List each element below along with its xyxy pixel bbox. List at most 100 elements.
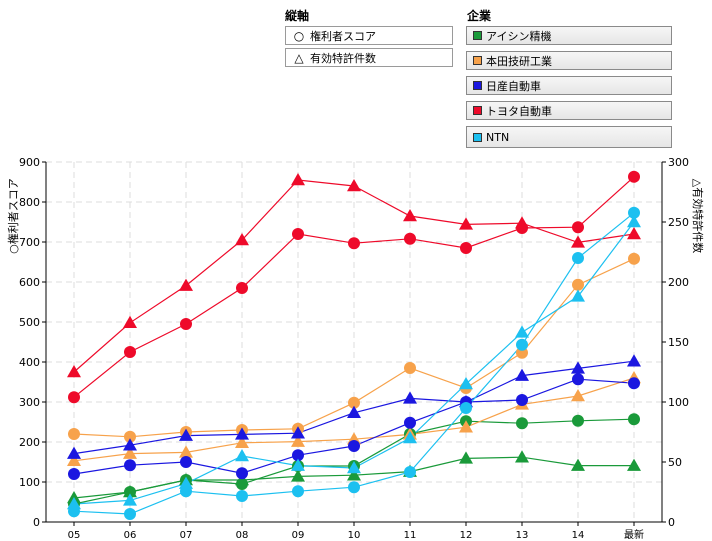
- company-label: アイシン精機: [486, 28, 551, 44]
- data-point-circle: [460, 242, 472, 254]
- left-tick-label: 700: [19, 236, 40, 249]
- data-point-circle: [292, 485, 304, 497]
- data-point-triangle: [571, 389, 585, 401]
- data-point-circle: [460, 402, 472, 414]
- right-tick-label: 300: [668, 156, 689, 169]
- data-point-circle: [572, 415, 584, 427]
- data-point-triangle: [67, 365, 81, 377]
- data-point-circle: [516, 339, 528, 351]
- x-tick-label: 07: [180, 530, 193, 541]
- data-point-circle: [572, 373, 584, 385]
- left-tick-label: 100: [19, 476, 40, 489]
- color-swatch-icon: [473, 133, 482, 142]
- company-label: NTN: [486, 131, 509, 144]
- data-point-triangle: [515, 450, 529, 462]
- right-tick-label: 250: [668, 216, 689, 229]
- data-point-circle: [404, 466, 416, 478]
- data-point-circle: [68, 428, 80, 440]
- data-point-triangle: [403, 209, 417, 221]
- left-tick-label: 800: [19, 196, 40, 209]
- data-point-circle: [236, 467, 248, 479]
- data-point-circle: [628, 171, 640, 183]
- data-point-circle: [516, 417, 528, 429]
- data-point-triangle: [291, 469, 305, 481]
- x-tick-label: 最新: [624, 528, 644, 541]
- axis-option-score[interactable]: ○ 権利者スコア: [285, 26, 453, 45]
- x-tick-label: 13: [516, 530, 529, 541]
- circle-icon: ○: [292, 29, 306, 43]
- data-point-triangle: [403, 391, 417, 403]
- data-point-circle: [572, 252, 584, 264]
- data-point-circle: [124, 346, 136, 358]
- left-tick-label: 900: [19, 156, 40, 169]
- data-point-triangle: [459, 451, 473, 463]
- right-tick-label: 50: [668, 456, 682, 469]
- left-tick-label: 500: [19, 316, 40, 329]
- data-point-circle: [572, 279, 584, 291]
- data-point-circle: [348, 481, 360, 493]
- data-point-circle: [628, 413, 640, 425]
- axis-option-label: 有効特許件数: [310, 50, 376, 66]
- company-label: 日産自動車: [486, 78, 541, 94]
- data-point-triangle: [235, 449, 249, 461]
- data-point-triangle: [291, 173, 305, 185]
- x-tick-label: 10: [348, 530, 361, 541]
- data-point-circle: [404, 362, 416, 374]
- data-point-circle: [404, 233, 416, 245]
- data-point-circle: [68, 391, 80, 403]
- company-button-aisin[interactable]: アイシン精機: [466, 26, 672, 45]
- color-swatch-icon: [473, 81, 482, 90]
- x-tick-label: 11: [404, 530, 417, 541]
- x-tick-label: 08: [236, 530, 249, 541]
- right-tick-label: 100: [668, 396, 689, 409]
- triangle-icon: △: [292, 51, 306, 65]
- data-point-triangle: [627, 354, 641, 366]
- data-point-circle: [348, 440, 360, 452]
- data-point-triangle: [179, 279, 193, 291]
- color-swatch-icon: [473, 106, 482, 115]
- data-point-circle: [68, 468, 80, 480]
- x-tick-label: 06: [124, 530, 137, 541]
- data-point-circle: [236, 490, 248, 502]
- color-swatch-icon: [473, 31, 482, 40]
- company-label: 本田技研工業: [486, 53, 552, 69]
- data-point-triangle: [123, 316, 137, 328]
- data-point-circle: [404, 417, 416, 429]
- x-tick-label: 12: [460, 530, 473, 541]
- right-tick-label: 200: [668, 276, 689, 289]
- axis-option-label: 権利者スコア: [310, 28, 376, 44]
- data-point-circle: [180, 456, 192, 468]
- left-axis-label: ○権利者スコア: [5, 166, 21, 266]
- data-point-circle: [348, 237, 360, 249]
- data-point-circle: [628, 377, 640, 389]
- left-tick-label: 400: [19, 356, 40, 369]
- company-button-toyota[interactable]: トヨタ自動車: [466, 101, 672, 120]
- data-point-triangle: [515, 216, 529, 228]
- axis-option-patents[interactable]: △ 有効特許件数: [285, 48, 453, 67]
- right-tick-label: 150: [668, 336, 689, 349]
- data-point-circle: [180, 318, 192, 330]
- left-tick-label: 300: [19, 396, 40, 409]
- x-tick-label: 09: [292, 530, 305, 541]
- data-point-triangle: [627, 459, 641, 471]
- left-tick-label: 200: [19, 436, 40, 449]
- data-point-circle: [236, 282, 248, 294]
- left-tick-label: 600: [19, 276, 40, 289]
- axis-selector-title: 縦軸: [285, 7, 309, 24]
- company-button-ntn[interactable]: NTN: [466, 126, 672, 148]
- x-tick-label: 05: [68, 530, 81, 541]
- right-tick-label: 0: [668, 516, 675, 529]
- data-point-circle: [516, 394, 528, 406]
- x-tick-label: 14: [572, 530, 585, 541]
- company-button-honda[interactable]: 本田技研工業: [466, 51, 672, 70]
- company-selector-title: 企業: [467, 7, 491, 24]
- data-point-triangle: [515, 325, 529, 337]
- color-swatch-icon: [473, 56, 482, 65]
- data-point-circle: [628, 253, 640, 265]
- data-point-circle: [572, 221, 584, 233]
- data-point-circle: [124, 459, 136, 471]
- data-point-circle: [124, 508, 136, 520]
- company-label: トヨタ自動車: [486, 103, 552, 119]
- data-point-circle: [292, 228, 304, 240]
- company-button-nissan[interactable]: 日産自動車: [466, 76, 672, 95]
